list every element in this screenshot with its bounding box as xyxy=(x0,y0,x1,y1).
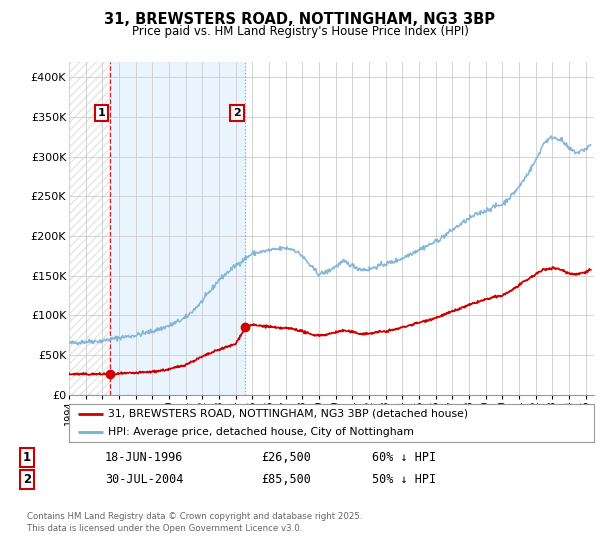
Text: Price paid vs. HM Land Registry's House Price Index (HPI): Price paid vs. HM Land Registry's House … xyxy=(131,25,469,38)
Text: 50% ↓ HPI: 50% ↓ HPI xyxy=(372,473,436,487)
Text: 31, BREWSTERS ROAD, NOTTINGHAM, NG3 3BP (detached house): 31, BREWSTERS ROAD, NOTTINGHAM, NG3 3BP … xyxy=(109,409,469,419)
Text: 2: 2 xyxy=(23,473,31,487)
Text: 60% ↓ HPI: 60% ↓ HPI xyxy=(372,451,436,464)
Text: £26,500: £26,500 xyxy=(261,451,311,464)
Text: 2: 2 xyxy=(233,108,241,118)
Text: 1: 1 xyxy=(98,108,106,118)
Text: 1: 1 xyxy=(23,451,31,464)
Text: 31, BREWSTERS ROAD, NOTTINGHAM, NG3 3BP: 31, BREWSTERS ROAD, NOTTINGHAM, NG3 3BP xyxy=(104,12,496,27)
Text: 30-JUL-2004: 30-JUL-2004 xyxy=(105,473,184,487)
Text: Contains HM Land Registry data © Crown copyright and database right 2025.
This d: Contains HM Land Registry data © Crown c… xyxy=(27,512,362,533)
Bar xyxy=(110,62,245,395)
Text: £85,500: £85,500 xyxy=(261,473,311,487)
Text: HPI: Average price, detached house, City of Nottingham: HPI: Average price, detached house, City… xyxy=(109,427,414,437)
Text: 18-JUN-1996: 18-JUN-1996 xyxy=(105,451,184,464)
